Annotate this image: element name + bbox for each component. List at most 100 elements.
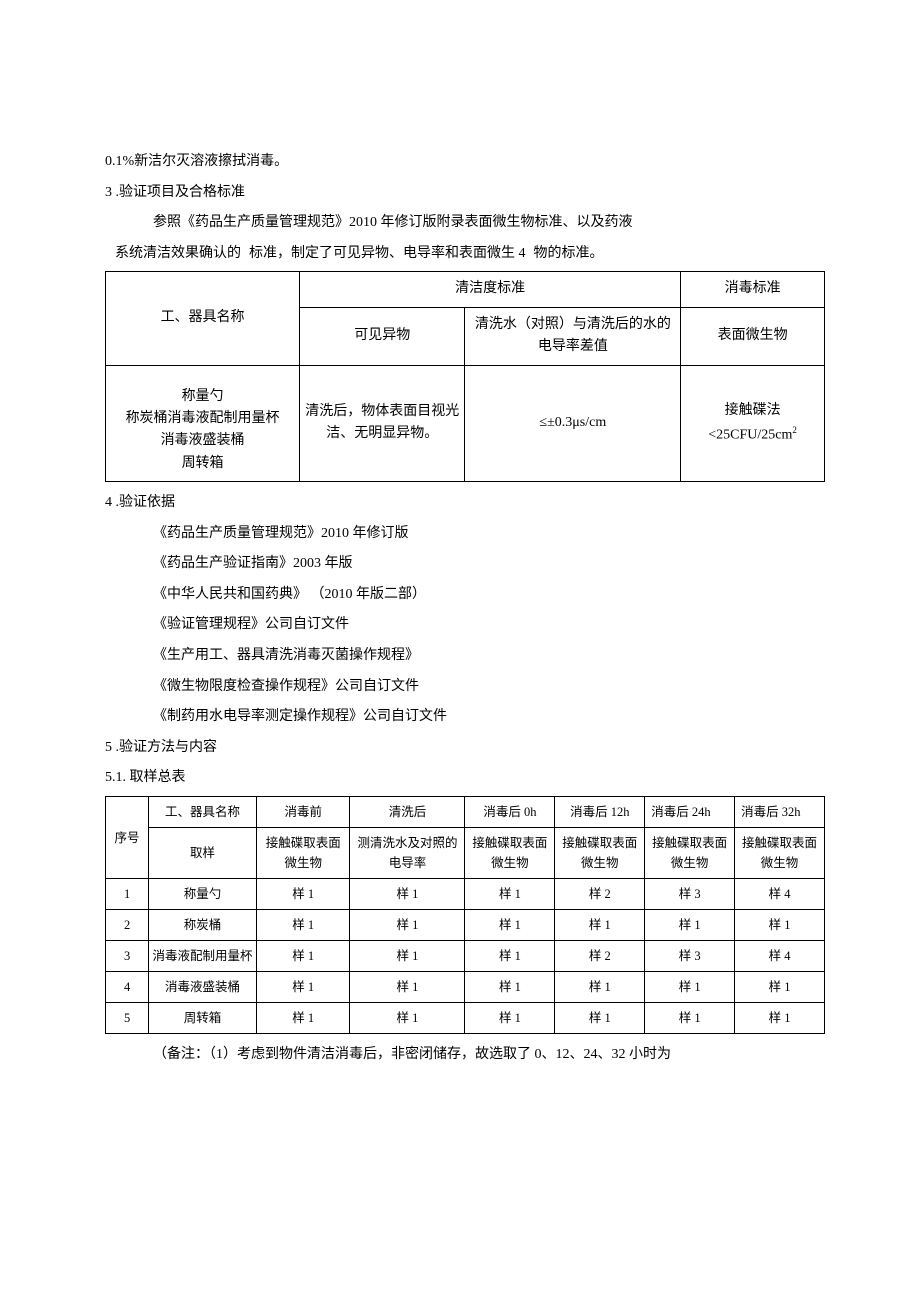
cell-sample: 样 4 [735, 879, 825, 910]
section-title: .验证方法与内容 [112, 740, 217, 755]
cell-sample: 样 1 [735, 972, 825, 1003]
section-3-p1: 参照《药品生产质量管理规范》2010 年修订版附录表面微生物标准、以及药液 [105, 210, 825, 237]
col-conductivity: 清洗水（对照）与清洗后的水的电导率差值 [465, 307, 681, 365]
cell-visible: 清洗后，物体表面目视光洁、无明显异物。 [300, 365, 465, 482]
col-contact: 接触碟取表面微生物 [256, 828, 349, 879]
cell-sample: 样 1 [350, 1003, 465, 1034]
cell-sample: 样 1 [465, 879, 555, 910]
text-fragment: 标准，制定了可见异物、电导率和表面微生 4 [241, 241, 534, 268]
subsection-title: 取样总表 [126, 770, 186, 785]
col-32h: 消毒后 32h [735, 797, 825, 828]
cell-sample: 样 1 [256, 910, 349, 941]
cell-seq: 3 [106, 941, 149, 972]
col-contact: 接触碟取表面微生物 [645, 828, 735, 879]
cell-sample: 样 1 [465, 972, 555, 1003]
section-5-1-heading: 5.1. 取样总表 [105, 765, 825, 792]
cell-seq: 2 [106, 910, 149, 941]
col-24h: 消毒后 24h [645, 797, 735, 828]
table-note: （备注：（1）考虑到物件清洁消毒后，非密闭储存，故选取了 0、12、24、32 … [105, 1042, 825, 1069]
section-4-heading: 4 .验证依据 [105, 490, 825, 517]
table-header-row: 序号 工、器具名称 消毒前 清洗后 消毒后 0h 消毒后 12h 消毒后 24h… [106, 797, 825, 828]
cell-seq: 5 [106, 1003, 149, 1034]
col-cond: 测清洗水及对照的电导率 [350, 828, 465, 879]
text-line: 接触碟法 [685, 400, 820, 422]
text-fragment: 物的标准。 [534, 241, 604, 268]
cell-sample: 样 1 [645, 910, 735, 941]
table-header-row: 取样 接触碟取表面微生物 测清洗水及对照的电导率 接触碟取表面微生物 接触碟取表… [106, 828, 825, 879]
cell-sample: 样 2 [555, 941, 645, 972]
cell-sample: 样 1 [350, 941, 465, 972]
col-after-wash: 清洗后 [350, 797, 465, 828]
cell-sample: 样 1 [350, 879, 465, 910]
col-microbe: 表面微生物 [681, 307, 825, 365]
intro-paragraph: 0.1%新洁尔灭溶液擦拭消毒。 [105, 149, 825, 176]
col-0h: 消毒后 0h [465, 797, 555, 828]
col-clean-std: 清洁度标准 [300, 272, 681, 307]
cell-microbe: 接触碟法 <25CFU/25cm2 [681, 365, 825, 482]
text-line: <25CFU/25cm2 [685, 423, 820, 447]
col-sample: 取样 [149, 828, 257, 879]
cell-seq: 4 [106, 972, 149, 1003]
text-line: 消毒液盛装桶 [110, 430, 295, 452]
section-title: .验证项目及合格标准 [112, 185, 245, 200]
text-line: 周转箱 [110, 453, 295, 475]
table-row: 4消毒液盛装桶样 1样 1样 1样 1样 1样 1 [106, 972, 825, 1003]
reference-item: 《药品生产验证指南》2003 年版 [105, 551, 825, 578]
table-row: 1称量勺样 1样 1样 1样 2样 3样 4 [106, 879, 825, 910]
cell-name: 周转箱 [149, 1003, 257, 1034]
cell-sample: 样 1 [350, 910, 465, 941]
section-number: 5 [105, 740, 112, 755]
cell-sample: 样 1 [465, 910, 555, 941]
sampling-table: 序号 工、器具名称 消毒前 清洗后 消毒后 0h 消毒后 12h 消毒后 24h… [105, 796, 825, 1034]
cell-sample: 样 1 [555, 1003, 645, 1034]
reference-item: 《制药用水电导率测定操作规程》公司自订文件 [105, 704, 825, 731]
section-3-p2: 系统清洁效果确认的 标准，制定了可见异物、电导率和表面微生 4 物的标准。 [105, 241, 825, 268]
section-3-heading: 3 .验证项目及合格标准 [105, 180, 825, 207]
reference-item: 《药品生产质量管理规范》2010 年修订版 [105, 521, 825, 548]
cell-sample: 样 4 [735, 941, 825, 972]
cell-sample: 样 1 [645, 972, 735, 1003]
col-contact: 接触碟取表面微生物 [465, 828, 555, 879]
table-row: 5周转箱样 1样 1样 1样 1样 1样 1 [106, 1003, 825, 1034]
cell-sample: 样 1 [555, 972, 645, 1003]
cell-sample: 样 3 [645, 879, 735, 910]
cell-sample: 样 1 [735, 1003, 825, 1034]
cell-sample: 样 1 [256, 972, 349, 1003]
cell-sample: 样 3 [645, 941, 735, 972]
cell-sample: 样 1 [256, 1003, 349, 1034]
cell-sample: 样 1 [465, 941, 555, 972]
cell-sample: 样 1 [735, 910, 825, 941]
table-header-row: 工、器具名称 清洁度标准 消毒标准 [106, 272, 825, 307]
reference-item: 《微生物限度检查操作规程》公司自订文件 [105, 674, 825, 701]
text-line: 称量勺 [110, 386, 295, 408]
cell-seq: 1 [106, 879, 149, 910]
col-tool-name: 工、器具名称 [149, 797, 257, 828]
cell-name: 消毒液盛装桶 [149, 972, 257, 1003]
document-page: 0.1%新洁尔灭溶液擦拭消毒。 3 .验证项目及合格标准 参照《药品生产质量管理… [0, 0, 920, 1301]
col-12h: 消毒后 12h [555, 797, 645, 828]
cell-sample: 样 1 [256, 879, 349, 910]
cell-sample: 样 1 [350, 972, 465, 1003]
table-row: 2称炭桶样 1样 1样 1样 1样 1样 1 [106, 910, 825, 941]
cell-name: 称量勺 [149, 879, 257, 910]
cell-conductivity: ≤±0.3μs/cm [465, 365, 681, 482]
table-row: 称量勺 称炭桶消毒液配制用量杯 消毒液盛装桶 周转箱 清洗后，物体表面目视光洁、… [106, 365, 825, 482]
cell-sample: 样 1 [256, 941, 349, 972]
cell-sample: 样 1 [645, 1003, 735, 1034]
cell-sample: 样 2 [555, 879, 645, 910]
section-5-heading: 5 .验证方法与内容 [105, 735, 825, 762]
reference-item: 《生产用工、器具清洗消毒灭菌操作规程》 [105, 643, 825, 670]
reference-item: 《中华人民共和国药典》 （2010 年版二部） [105, 582, 825, 609]
subsection-number: 5.1. [105, 770, 126, 785]
section-4-list: 《药品生产质量管理规范》2010 年修订版《药品生产验证指南》2003 年版《中… [105, 521, 825, 731]
cell-name: 称炭桶 [149, 910, 257, 941]
col-before: 消毒前 [256, 797, 349, 828]
cell-sample: 样 1 [465, 1003, 555, 1034]
reference-item: 《验证管理规程》公司自订文件 [105, 612, 825, 639]
section-number: 3 [105, 185, 112, 200]
col-disinfect-std: 消毒标准 [681, 272, 825, 307]
cell-sample: 样 1 [555, 910, 645, 941]
text-line: 称炭桶消毒液配制用量杯 [110, 408, 295, 430]
cell-tool-names: 称量勺 称炭桶消毒液配制用量杯 消毒液盛装桶 周转箱 [106, 365, 300, 482]
col-contact: 接触碟取表面微生物 [735, 828, 825, 879]
